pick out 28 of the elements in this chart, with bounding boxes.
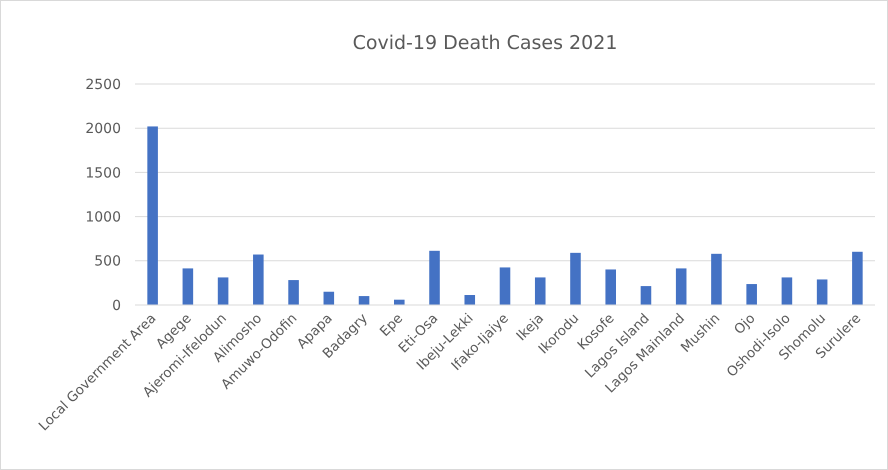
bar bbox=[570, 252, 581, 305]
bar bbox=[288, 280, 299, 305]
bar bbox=[147, 126, 158, 305]
y-tick-label: 500 bbox=[94, 254, 121, 270]
bar bbox=[782, 277, 792, 305]
y-tick-label: 1500 bbox=[85, 165, 121, 182]
bar bbox=[534, 277, 546, 305]
y-tick-label: 1000 bbox=[85, 210, 121, 226]
bar bbox=[816, 279, 828, 305]
bar bbox=[218, 277, 228, 305]
bar bbox=[711, 254, 722, 305]
chart-title: Covid-19 Death Cases 2021 bbox=[352, 32, 618, 54]
y-tick-label: 2500 bbox=[85, 76, 121, 93]
bar bbox=[640, 286, 652, 305]
bar bbox=[358, 296, 370, 305]
bar bbox=[394, 300, 405, 305]
bar bbox=[500, 267, 510, 305]
bar bbox=[324, 292, 334, 305]
bar bbox=[676, 268, 686, 305]
y-tick-label: 0 bbox=[112, 298, 121, 314]
bar bbox=[429, 250, 440, 305]
bar bbox=[852, 252, 863, 305]
bar bbox=[253, 254, 264, 305]
bar bbox=[746, 284, 757, 305]
bar bbox=[464, 295, 476, 305]
y-tick-label: 2000 bbox=[85, 121, 121, 138]
bar bbox=[182, 268, 194, 305]
bar bbox=[605, 269, 616, 305]
